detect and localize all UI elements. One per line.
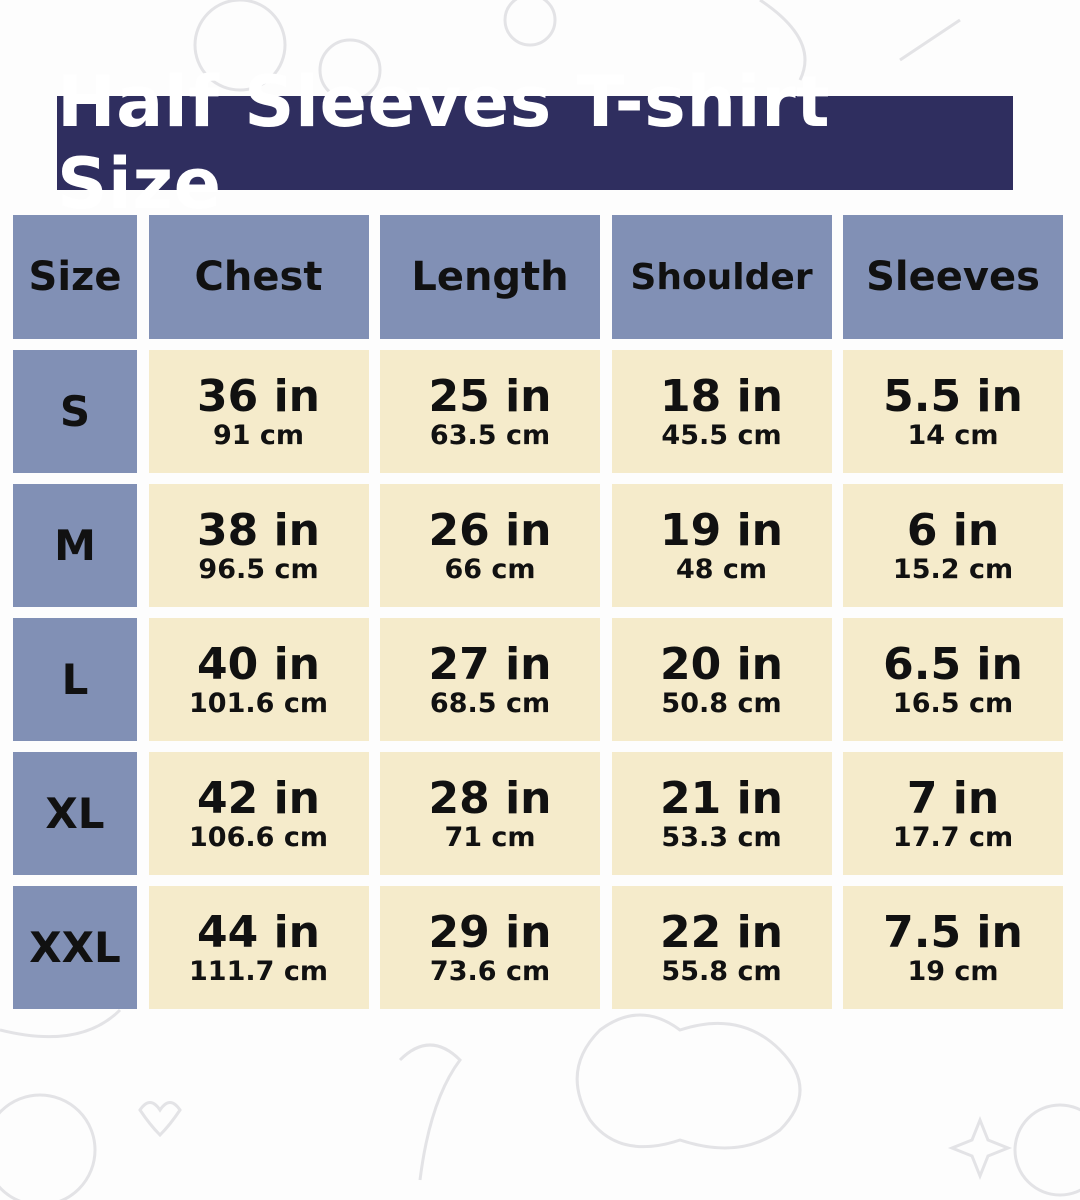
column-header-length: Length (380, 215, 600, 339)
size-label: M (13, 484, 137, 607)
size-label: S (13, 350, 137, 473)
inches-value: 7 in (906, 772, 1000, 824)
inches-value: 42 in (197, 772, 320, 824)
column-header-chest: Chest (148, 215, 369, 339)
centimeters-value: 111.7 cm (189, 955, 328, 987)
column-header-sleeves: Sleeves (843, 215, 1063, 339)
measurement-cell: 6 in 15.2 cm (843, 484, 1063, 607)
measurement-cell: 44 in 111.7 cm (148, 886, 369, 1009)
centimeters-value: 96.5 cm (198, 553, 319, 585)
measurement-cell: 22 in 55.8 cm (611, 886, 832, 1009)
measurement-cell: 38 in 96.5 cm (148, 484, 369, 607)
inches-value: 27 in (428, 638, 552, 690)
size-label: L (13, 618, 137, 741)
centimeters-value: 73.6 cm (429, 955, 551, 987)
inches-value: 40 in (197, 638, 320, 690)
measurement-cell: 25 in 63.5 cm (380, 350, 600, 473)
measurement-cell: 28 in 71 cm (380, 752, 600, 875)
inches-value: 7.5 in (883, 906, 1023, 958)
inches-value: 6 in (906, 504, 1000, 556)
centimeters-value: 55.8 cm (661, 955, 782, 987)
size-table: Size Chest Length Shoulder Sleeves S 36 in 91 c… (13, 215, 1063, 1009)
inches-value: 25 in (428, 370, 552, 422)
inches-value: 28 in (428, 772, 552, 824)
centimeters-value: 53.3 cm (661, 821, 782, 853)
inches-value: 19 in (660, 504, 783, 556)
size-label: XL (13, 752, 137, 875)
centimeters-value: 63.5 cm (429, 419, 551, 451)
inches-value: 5.5 in (883, 370, 1023, 422)
column-header-size: Size (13, 215, 137, 339)
inches-value: 6.5 in (883, 638, 1023, 690)
centimeters-value: 50.8 cm (661, 687, 782, 719)
measurement-cell: 21 in 53.3 cm (611, 752, 832, 875)
measurement-cell: 7.5 in 19 cm (843, 886, 1063, 1009)
inches-value: 29 in (428, 906, 552, 958)
inches-value: 44 in (197, 906, 320, 958)
measurement-cell: 42 in 106.6 cm (148, 752, 369, 875)
measurement-cell: 19 in 48 cm (611, 484, 832, 607)
measurement-cell: 5.5 in 14 cm (843, 350, 1063, 473)
measurement-cell: 36 in 91 cm (148, 350, 369, 473)
centimeters-value: 17.7 cm (892, 821, 1014, 853)
centimeters-value: 14 cm (907, 419, 999, 451)
centimeters-value: 106.6 cm (189, 821, 328, 853)
size-label: XXL (13, 886, 137, 1009)
measurement-cell: 6.5 in 16.5 cm (843, 618, 1063, 741)
inches-value: 18 in (660, 370, 783, 422)
centimeters-value: 101.6 cm (189, 687, 328, 719)
inches-value: 36 in (197, 370, 320, 422)
measurement-cell: 20 in 50.8 cm (611, 618, 832, 741)
measurement-cell: 18 in 45.5 cm (611, 350, 832, 473)
column-header-shoulder: Shoulder (611, 215, 832, 339)
inches-value: 22 in (660, 906, 783, 958)
centimeters-value: 48 cm (675, 553, 768, 585)
page-title: Half Sleeves T-shirt Size (57, 61, 1013, 225)
inches-value: 20 in (660, 638, 783, 690)
measurement-cell: 27 in 68.5 cm (380, 618, 600, 741)
centimeters-value: 15.2 cm (892, 553, 1014, 585)
centimeters-value: 91 cm (212, 419, 305, 451)
measurement-cell: 26 in 66 cm (380, 484, 600, 607)
centimeters-value: 68.5 cm (429, 687, 551, 719)
measurement-cell: 40 in 101.6 cm (148, 618, 369, 741)
inches-value: 26 in (428, 504, 552, 556)
inches-value: 38 in (197, 504, 320, 556)
measurement-cell: 7 in 17.7 cm (843, 752, 1063, 875)
centimeters-value: 66 cm (444, 553, 536, 585)
centimeters-value: 16.5 cm (892, 687, 1014, 719)
measurement-cell: 29 in 73.6 cm (380, 886, 600, 1009)
centimeters-value: 71 cm (444, 821, 536, 853)
centimeters-value: 19 cm (907, 955, 999, 987)
centimeters-value: 45.5 cm (661, 419, 782, 451)
inches-value: 21 in (660, 772, 783, 824)
